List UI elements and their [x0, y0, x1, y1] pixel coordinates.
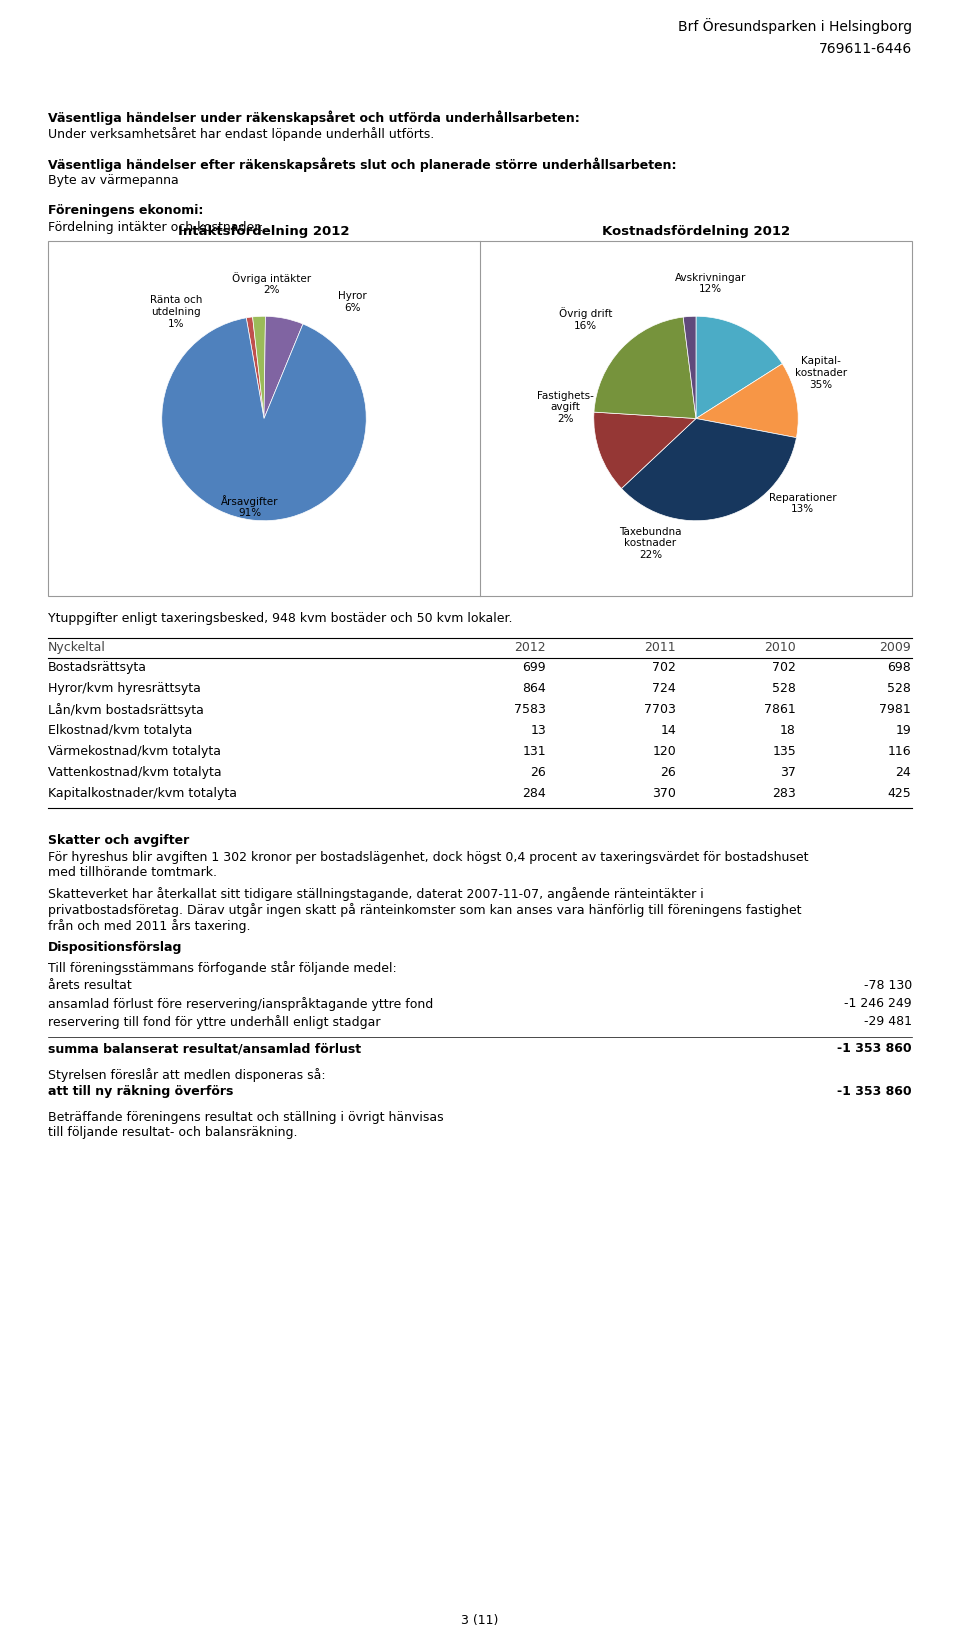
Text: 3 (11): 3 (11) — [462, 1615, 498, 1626]
Text: -78 130: -78 130 — [864, 978, 912, 991]
Text: Fördelning intäkter och kostnader:: Fördelning intäkter och kostnader: — [48, 221, 263, 234]
Text: 283: 283 — [772, 787, 796, 800]
Text: Elkostnad/kvm totalyta: Elkostnad/kvm totalyta — [48, 725, 192, 736]
Text: 19: 19 — [896, 725, 911, 736]
Text: 18: 18 — [780, 725, 796, 736]
Text: ansamlad förlust före reservering/ianspråktagande yttre fond: ansamlad förlust före reservering/ianspr… — [48, 996, 433, 1011]
Text: 7861: 7861 — [764, 703, 796, 717]
Text: Övrig drift
16%: Övrig drift 16% — [559, 308, 612, 330]
Text: Hyror
6%: Hyror 6% — [338, 291, 367, 312]
Wedge shape — [247, 317, 264, 419]
Wedge shape — [621, 419, 797, 520]
Text: 698: 698 — [887, 661, 911, 674]
Text: Hyror/kvm hyresrättsyta: Hyror/kvm hyresrättsyta — [48, 682, 201, 695]
Text: 7981: 7981 — [879, 703, 911, 717]
Text: 116: 116 — [887, 744, 911, 757]
Text: 702: 702 — [772, 661, 796, 674]
Text: Till föreningsstämmans förfogande står följande medel:: Till föreningsstämmans förfogande står f… — [48, 960, 396, 975]
Text: 37: 37 — [780, 766, 796, 779]
Text: 2010: 2010 — [764, 641, 796, 654]
Text: 284: 284 — [522, 787, 546, 800]
Title: Intäktsfördelning 2012: Intäktsfördelning 2012 — [179, 226, 349, 239]
Text: 120: 120 — [652, 744, 676, 757]
Text: 26: 26 — [530, 766, 546, 779]
Text: 425: 425 — [887, 787, 911, 800]
Text: 864: 864 — [522, 682, 546, 695]
Text: Bostadsrättsyta: Bostadsrättsyta — [48, 661, 147, 674]
Text: Värmekostnad/kvm totalyta: Värmekostnad/kvm totalyta — [48, 744, 221, 757]
Text: Skatteverket har återkallat sitt tidigare ställningstagande, daterat 2007-11-07,: Skatteverket har återkallat sitt tidigar… — [48, 887, 802, 933]
Text: Ytuppgifter enligt taxeringsbesked, 948 kvm bostäder och 50 kvm lokaler.: Ytuppgifter enligt taxeringsbesked, 948 … — [48, 612, 513, 625]
Text: 14: 14 — [660, 725, 676, 736]
Text: 2009: 2009 — [879, 641, 911, 654]
Text: -1 246 249: -1 246 249 — [845, 996, 912, 1009]
Text: årets resultat: årets resultat — [48, 978, 132, 991]
Wedge shape — [252, 316, 265, 419]
Text: 24: 24 — [896, 766, 911, 779]
Text: För hyreshus blir avgiften 1 302 kronor per bostadslägenhet, dock högst 0,4 proc: För hyreshus blir avgiften 1 302 kronor … — [48, 851, 808, 879]
Wedge shape — [696, 363, 798, 438]
Text: Avskrivningar
12%: Avskrivningar 12% — [675, 273, 746, 294]
Wedge shape — [264, 316, 303, 419]
Text: Reparationer
13%: Reparationer 13% — [769, 492, 836, 514]
Text: 724: 724 — [652, 682, 676, 695]
Wedge shape — [162, 317, 366, 520]
Text: Fastighets-
avgift
2%: Fastighets- avgift 2% — [537, 391, 594, 424]
Text: Under verksamhetsåret har endast löpande underhåll utförts.: Under verksamhetsåret har endast löpande… — [48, 128, 434, 141]
Text: Skatter och avgifter: Skatter och avgifter — [48, 834, 189, 847]
Text: Nyckeltal: Nyckeltal — [48, 641, 106, 654]
Text: Väsentliga händelser efter räkenskapsårets slut och planerade större underhållsa: Väsentliga händelser efter räkenskapsåre… — [48, 157, 677, 172]
Text: Övriga intäkter
2%: Övriga intäkter 2% — [231, 272, 311, 296]
Text: Byte av värmepanna: Byte av värmepanna — [48, 173, 179, 187]
Text: 528: 528 — [887, 682, 911, 695]
Text: Brf Öresundsparken i Helsingborg: Brf Öresundsparken i Helsingborg — [678, 18, 912, 34]
Text: Beträffande föreningens resultat och ställning i övrigt hänvisas
till följande r: Beträffande föreningens resultat och stä… — [48, 1111, 444, 1139]
Text: Kapital-
kostnader
35%: Kapital- kostnader 35% — [795, 357, 847, 389]
Text: summa balanserat resultat/ansamlad förlust: summa balanserat resultat/ansamlad förlu… — [48, 1042, 361, 1055]
Text: 26: 26 — [660, 766, 676, 779]
Text: 7703: 7703 — [644, 703, 676, 717]
Wedge shape — [684, 316, 696, 419]
Text: 702: 702 — [652, 661, 676, 674]
Text: 2011: 2011 — [644, 641, 676, 654]
Text: Dispositionsförslag: Dispositionsförslag — [48, 941, 182, 954]
Wedge shape — [594, 412, 696, 489]
Text: -29 481: -29 481 — [864, 1014, 912, 1027]
Wedge shape — [594, 317, 696, 419]
Text: Föreningens ekonomi:: Föreningens ekonomi: — [48, 204, 204, 218]
Text: Årsavgifter
91%: Årsavgifter 91% — [221, 494, 278, 519]
Text: -1 353 860: -1 353 860 — [837, 1085, 912, 1098]
Title: Kostnadsfördelning 2012: Kostnadsfördelning 2012 — [602, 226, 790, 239]
Text: 13: 13 — [530, 725, 546, 736]
Bar — [48, 240, 912, 596]
Text: Taxebundna
kostnader
22%: Taxebundna kostnader 22% — [619, 527, 682, 560]
Text: 135: 135 — [772, 744, 796, 757]
Text: 769611-6446: 769611-6446 — [819, 43, 912, 56]
Text: -1 353 860: -1 353 860 — [837, 1042, 912, 1055]
Text: 699: 699 — [522, 661, 546, 674]
Text: Kapitalkostnader/kvm totalyta: Kapitalkostnader/kvm totalyta — [48, 787, 237, 800]
Text: 131: 131 — [522, 744, 546, 757]
Text: 7583: 7583 — [515, 703, 546, 717]
Text: Lån/kvm bostadsrättsyta: Lån/kvm bostadsrättsyta — [48, 703, 204, 717]
Text: 370: 370 — [652, 787, 676, 800]
Text: 528: 528 — [772, 682, 796, 695]
Text: 2012: 2012 — [515, 641, 546, 654]
Wedge shape — [696, 316, 782, 419]
Text: Ränta och
utdelning
1%: Ränta och utdelning 1% — [150, 296, 203, 329]
Text: Väsentliga händelser under räkenskapsåret och utförda underhållsarbeten:: Väsentliga händelser under räkenskapsåre… — [48, 110, 580, 124]
Text: att till ny räkning överförs: att till ny räkning överförs — [48, 1085, 233, 1098]
Text: reservering till fond för yttre underhåll enligt stadgar: reservering till fond för yttre underhål… — [48, 1014, 380, 1029]
Text: Styrelsen föreslår att medlen disponeras så:: Styrelsen föreslår att medlen disponeras… — [48, 1068, 325, 1081]
Text: Vattenkostnad/kvm totalyta: Vattenkostnad/kvm totalyta — [48, 766, 222, 779]
